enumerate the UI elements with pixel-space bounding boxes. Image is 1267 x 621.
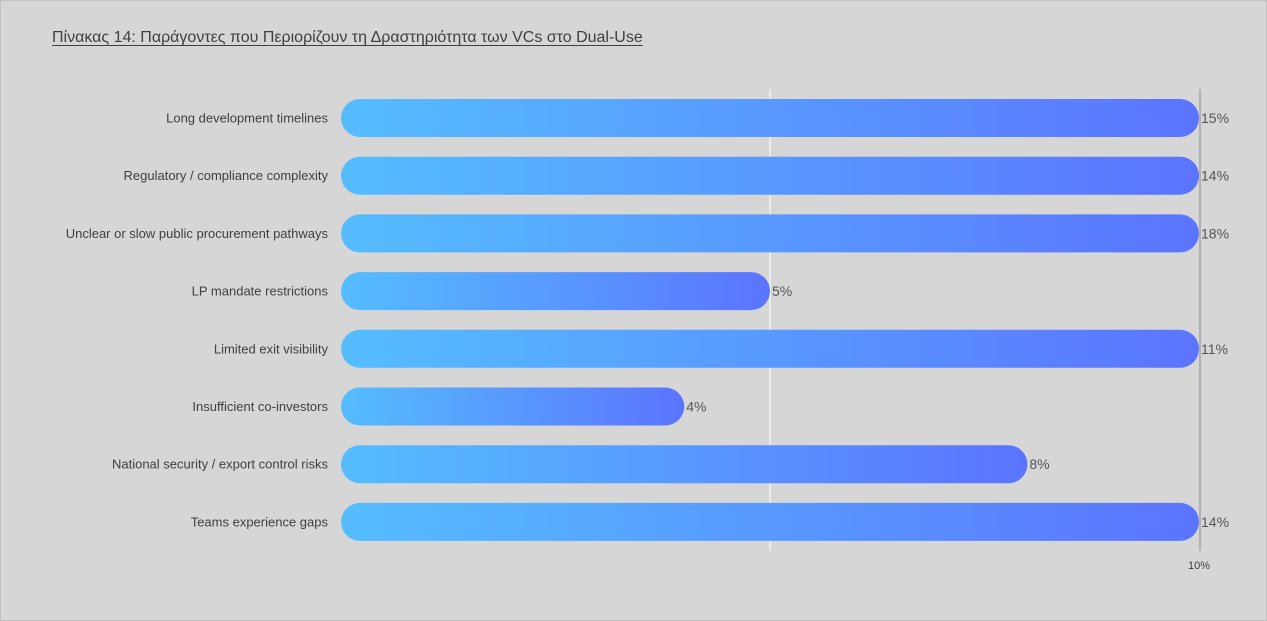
- data-label: 14%: [1201, 514, 1229, 530]
- bar: [341, 387, 685, 426]
- bar: [341, 156, 1199, 195]
- category-label: Unclear or slow public procurement pathw…: [66, 226, 329, 241]
- data-label: 15%: [1201, 110, 1229, 126]
- bar: [341, 214, 1199, 253]
- bar: [341, 329, 1199, 368]
- bar: [341, 445, 1028, 484]
- data-label: 11%: [1201, 341, 1228, 357]
- category-label: Limited exit visibility: [214, 341, 329, 356]
- data-label: 8%: [1029, 456, 1049, 472]
- category-label: Regulatory / compliance complexity: [124, 168, 329, 183]
- bar: [341, 99, 1199, 137]
- bar: [341, 272, 770, 311]
- data-label: 14%: [1201, 168, 1229, 184]
- bar: [341, 502, 1199, 541]
- category-label: LP mandate restrictions: [192, 284, 329, 299]
- category-label: Teams experience gaps: [191, 514, 329, 529]
- category-label: National security / export control risks: [112, 457, 329, 472]
- chart-title: Πίνακας 14: Παράγοντες που Περιορίζουν τ…: [52, 29, 643, 46]
- data-label: 18%: [1201, 225, 1229, 241]
- category-label: Insufficient co-investors: [192, 399, 328, 414]
- data-label: 4%: [686, 399, 706, 415]
- x-tick-label: 10%: [1188, 560, 1210, 572]
- data-label: 5%: [772, 283, 792, 299]
- category-label: Long development timelines: [166, 111, 328, 126]
